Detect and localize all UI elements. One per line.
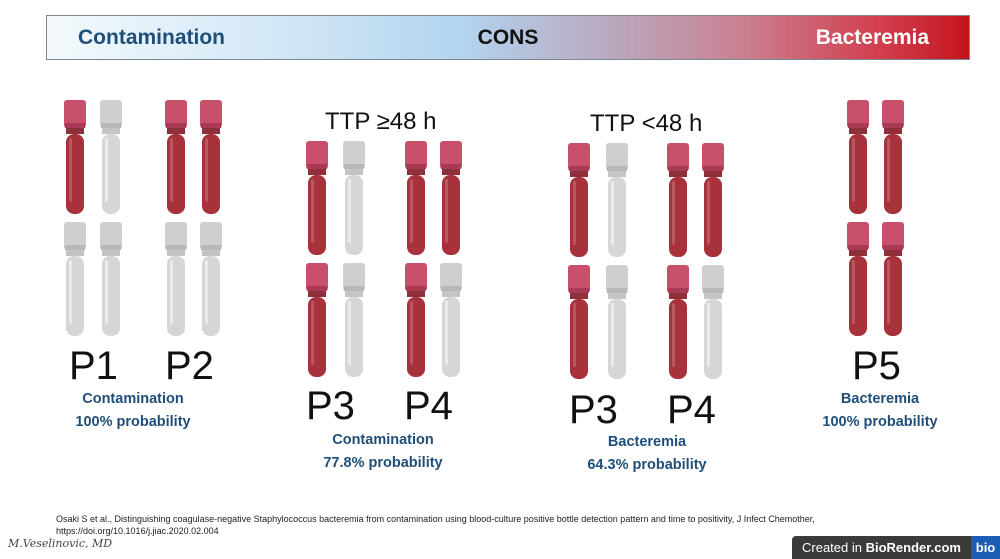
- blood-filled-tube: [165, 100, 187, 214]
- caption-probability: 100% probability: [75, 414, 191, 430]
- patient-label-p2: P2: [165, 344, 214, 388]
- ttp-heading-ge48: TTP ≥48 h: [325, 108, 437, 135]
- blood-filled-tube: [64, 100, 86, 214]
- empty-tube: [343, 141, 365, 255]
- blood-filled-tube: [405, 263, 427, 377]
- caption-outcome: Bacteremia: [607, 434, 687, 450]
- blood-filled-tube: [440, 141, 462, 255]
- group2-caption: Contamination 77.8% probability: [301, 429, 465, 475]
- blood-filled-tube: [882, 100, 904, 214]
- empty-tube: [702, 265, 724, 379]
- patient-label-p3: P3: [306, 384, 355, 428]
- caption-probability: 64.3% probability: [587, 457, 707, 473]
- blood-filled-tube: [306, 141, 328, 255]
- ttp-heading-lt48: TTP <48 h: [590, 110, 703, 137]
- group3-caption: Bacteremia 64.3% probability: [565, 431, 729, 477]
- patient-label-p3: P3: [569, 388, 618, 432]
- blood-filled-tube: [568, 143, 590, 257]
- biorender-brand: BioRender.com: [865, 540, 961, 555]
- citation: Osaki S et al., Distinguishing coagulase…: [56, 513, 815, 537]
- biorender-badge[interactable]: Created in BioRender.com bio: [792, 536, 1000, 559]
- empty-tube: [165, 222, 187, 336]
- patient-label-p4: P4: [404, 384, 453, 428]
- empty-tube: [200, 222, 222, 336]
- blood-filled-tube: [667, 143, 689, 257]
- banner-right-label: Bacteremia: [815, 26, 929, 49]
- blood-filled-tube: [200, 100, 222, 214]
- blood-filled-tube: [882, 222, 904, 336]
- banner-left-label: Contamination: [78, 26, 225, 49]
- biorender-logo: bio: [971, 536, 1000, 559]
- empty-tube: [343, 263, 365, 377]
- biorender-credit: Created in BioRender.com: [802, 536, 961, 559]
- citation-doi: https://doi.org/10.1016/j.jiac.2020.02.0…: [56, 526, 219, 536]
- empty-tube: [606, 265, 628, 379]
- caption-probability: 100% probability: [822, 414, 938, 430]
- caption-outcome: Bacteremia: [840, 391, 920, 407]
- empty-tube: [100, 222, 122, 336]
- citation-text: Osaki S et al., Distinguishing coagulase…: [56, 514, 815, 524]
- biorender-prefix: Created in: [802, 540, 866, 555]
- empty-tube: [64, 222, 86, 336]
- empty-tube: [100, 100, 122, 214]
- blood-filled-tube: [568, 265, 590, 379]
- blood-filled-tube: [847, 222, 869, 336]
- author-signature: M.Veselinovic, MD: [8, 537, 113, 550]
- caption-outcome: Contamination: [332, 432, 434, 448]
- blood-filled-tube: [667, 265, 689, 379]
- patient-label-p5: P5: [852, 344, 901, 388]
- empty-tube: [606, 143, 628, 257]
- empty-tube: [440, 263, 462, 377]
- blood-filled-tube: [405, 141, 427, 255]
- spectrum-banner: CONS Contamination Bacteremia: [46, 15, 970, 60]
- blood-filled-tube: [847, 100, 869, 214]
- blood-filled-tube: [702, 143, 724, 257]
- patient-label-p1: P1: [69, 344, 118, 388]
- group4-caption: Bacteremia 100% probability: [800, 388, 960, 434]
- patient-label-p4: P4: [667, 388, 716, 432]
- caption-probability: 77.8% probability: [323, 455, 443, 471]
- caption-outcome: Contamination: [82, 391, 184, 407]
- banner-center-label: CONS: [477, 26, 539, 49]
- blood-filled-tube: [306, 263, 328, 377]
- group1-caption: Contamination 100% probability: [52, 388, 214, 434]
